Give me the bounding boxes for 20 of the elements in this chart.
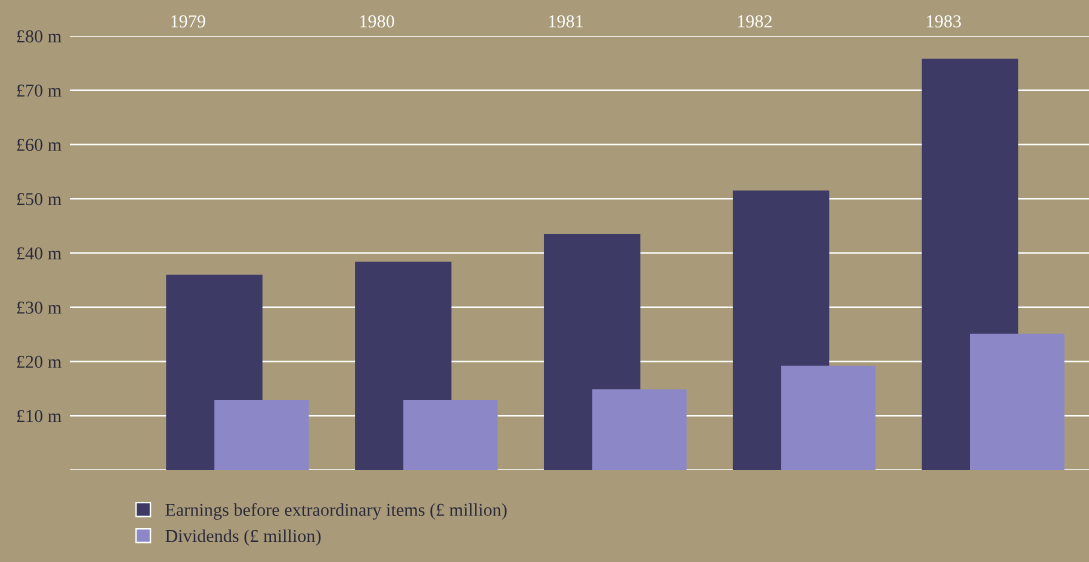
y-tick-label: £40 m [17, 247, 62, 260]
y-tick-label: £10 m [17, 410, 62, 423]
y-tick-label: £50 m [17, 193, 62, 206]
x-tick-label: 1983 [927, 15, 961, 28]
x-tick-label: 1979 [171, 15, 206, 28]
y-tick-label: £30 m [17, 301, 62, 314]
bar [781, 365, 876, 470]
bar [403, 400, 498, 470]
bar [214, 400, 309, 470]
y-tick-label: £70 m [17, 84, 62, 97]
y-tick-label: £20 m [17, 355, 62, 368]
x-tick-label: 1982 [738, 15, 772, 28]
y-tick-label: £80 m [17, 30, 62, 43]
y-tick-label: £60 m [17, 138, 62, 151]
x-tick-label: 1981 [549, 15, 583, 28]
bar [969, 333, 1065, 470]
bar [592, 389, 687, 470]
x-tick-label: 1980 [360, 15, 395, 28]
legend-label: Earnings before extraordinary items (£ million) [165, 503, 507, 520]
legend-label: Dividends (£ million) [165, 529, 321, 546]
